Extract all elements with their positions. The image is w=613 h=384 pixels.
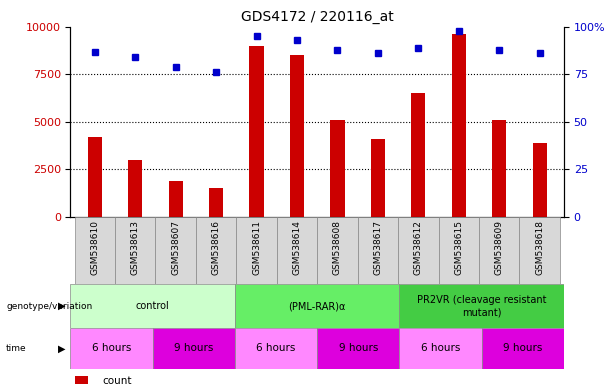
- Text: genotype/variation: genotype/variation: [6, 302, 93, 311]
- Bar: [75, 217, 115, 284]
- Bar: [400, 284, 564, 328]
- Bar: [128, 160, 142, 217]
- Text: GSM538609: GSM538609: [495, 220, 504, 275]
- Bar: [209, 189, 223, 217]
- Bar: [88, 137, 102, 217]
- Text: (PML-RAR)α: (PML-RAR)α: [289, 301, 346, 311]
- Text: GSM538612: GSM538612: [414, 220, 423, 275]
- Text: GSM538610: GSM538610: [90, 220, 99, 275]
- Bar: [519, 217, 560, 284]
- Bar: [438, 217, 479, 284]
- Bar: [411, 93, 425, 217]
- Text: 6 hours: 6 hours: [92, 343, 131, 354]
- Text: 9 hours: 9 hours: [338, 343, 378, 354]
- Bar: [156, 217, 196, 284]
- Bar: [482, 328, 564, 369]
- Bar: [249, 46, 264, 217]
- Text: time: time: [6, 344, 27, 353]
- Bar: [492, 120, 506, 217]
- Text: 9 hours: 9 hours: [503, 343, 543, 354]
- Bar: [330, 120, 345, 217]
- Text: 6 hours: 6 hours: [256, 343, 296, 354]
- Bar: [277, 217, 318, 284]
- Text: GSM538615: GSM538615: [454, 220, 463, 275]
- Bar: [75, 376, 88, 384]
- Text: GSM538608: GSM538608: [333, 220, 342, 275]
- Bar: [235, 328, 318, 369]
- Bar: [452, 35, 466, 217]
- Text: GSM538607: GSM538607: [171, 220, 180, 275]
- Text: GSM538614: GSM538614: [292, 220, 302, 275]
- Bar: [318, 328, 400, 369]
- Bar: [318, 217, 357, 284]
- Bar: [357, 217, 398, 284]
- Bar: [70, 328, 153, 369]
- Bar: [115, 217, 156, 284]
- Text: count: count: [102, 376, 132, 384]
- Bar: [290, 55, 304, 217]
- Bar: [400, 328, 482, 369]
- Text: GSM538613: GSM538613: [131, 220, 140, 275]
- Bar: [237, 217, 277, 284]
- Bar: [153, 328, 235, 369]
- Bar: [196, 217, 237, 284]
- Text: ▶: ▶: [58, 301, 66, 311]
- Text: GSM538617: GSM538617: [373, 220, 383, 275]
- Bar: [169, 181, 183, 217]
- Title: GDS4172 / 220116_at: GDS4172 / 220116_at: [241, 10, 394, 25]
- Text: GSM538611: GSM538611: [252, 220, 261, 275]
- Bar: [235, 284, 400, 328]
- Text: 6 hours: 6 hours: [421, 343, 460, 354]
- Bar: [70, 284, 235, 328]
- Text: control: control: [136, 301, 170, 311]
- Text: 9 hours: 9 hours: [174, 343, 213, 354]
- Text: PR2VR (cleavage resistant
mutant): PR2VR (cleavage resistant mutant): [417, 295, 546, 317]
- Text: GSM538616: GSM538616: [211, 220, 221, 275]
- Text: ▶: ▶: [58, 343, 66, 354]
- Bar: [533, 143, 547, 217]
- Bar: [398, 217, 438, 284]
- Bar: [371, 139, 385, 217]
- Bar: [479, 217, 519, 284]
- Text: GSM538618: GSM538618: [535, 220, 544, 275]
